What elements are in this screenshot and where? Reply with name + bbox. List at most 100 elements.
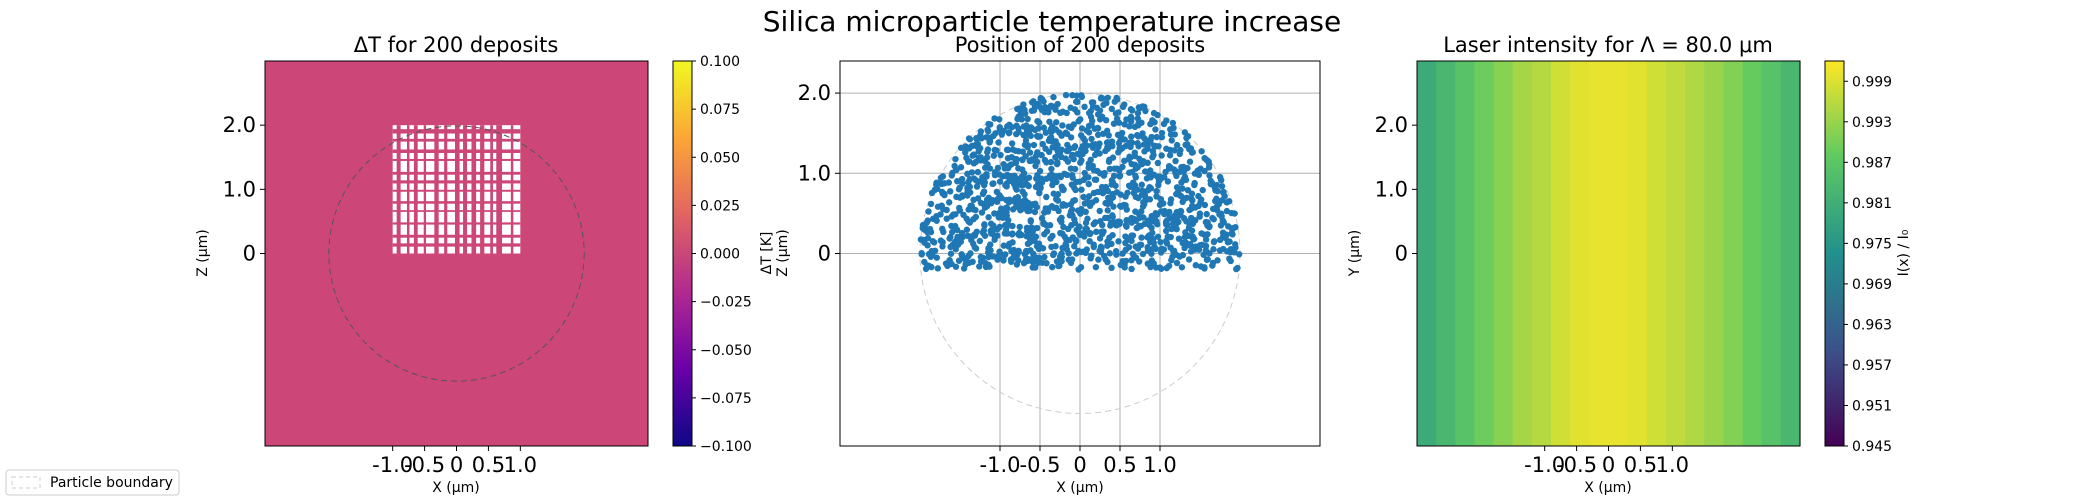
scatter-point	[1104, 242, 1111, 249]
scatter-point	[1108, 105, 1115, 113]
scatter-point	[1096, 235, 1104, 242]
scatter-point	[921, 239, 928, 246]
scatter-point	[1024, 207, 1031, 215]
scatter-point	[1015, 257, 1022, 264]
scatter-point	[965, 158, 972, 165]
scatter-point	[1169, 220, 1177, 227]
legend-swatch	[11, 476, 41, 489]
scatter-point	[1052, 154, 1059, 161]
scatter-point	[1167, 126, 1174, 133]
scatter-point	[998, 130, 1005, 137]
scatter-point	[1062, 129, 1069, 136]
scatter-point	[1135, 143, 1142, 150]
deposit-grid-column	[434, 125, 439, 254]
scatter-point	[1015, 125, 1022, 132]
scatter-point	[1008, 258, 1015, 265]
colorbar-tick-label: 0.075	[700, 102, 740, 118]
scatter-point	[1131, 188, 1138, 195]
scatter-point	[1152, 126, 1159, 133]
scatter-point	[973, 177, 980, 184]
scatter-point	[1150, 262, 1157, 269]
scatter-point	[1147, 174, 1154, 181]
scatter-point	[1132, 174, 1140, 181]
scatter-point	[1059, 122, 1066, 129]
scatter-point	[1089, 199, 1096, 206]
scatter-point	[1156, 177, 1163, 184]
scatter-point	[1005, 199, 1013, 206]
scatter-point	[1196, 213, 1203, 220]
scatter-point	[952, 211, 959, 218]
scatter-point	[1034, 150, 1041, 157]
scatter-point	[1047, 235, 1054, 242]
scatter-point	[1015, 204, 1022, 211]
intensity-column	[1570, 61, 1590, 446]
scatter-point	[1081, 103, 1088, 111]
scatter-point	[992, 130, 999, 137]
scatter-point	[1185, 224, 1193, 232]
scatter-point	[1070, 184, 1078, 191]
scatter-point	[1008, 140, 1016, 147]
scatter-point	[1195, 192, 1202, 200]
scatter-point	[1231, 210, 1238, 217]
deposit-grid-column	[454, 125, 460, 254]
scatter-point	[1035, 125, 1042, 132]
scatter-point	[1024, 255, 1032, 263]
scatter-point	[1038, 179, 1046, 186]
scatter-point	[1236, 251, 1243, 258]
scatter-point	[1012, 174, 1020, 182]
x-tick-label: -1.0	[372, 453, 413, 477]
scatter-point	[1016, 229, 1023, 237]
y-tick-label: 2.0	[798, 81, 831, 105]
scatter-point	[1189, 244, 1196, 251]
scatter-point	[921, 258, 928, 266]
scatter-point	[1198, 230, 1205, 237]
scatter-point	[1066, 236, 1073, 244]
scatter-point	[1206, 172, 1213, 179]
scatter-point	[1110, 120, 1118, 127]
scatter-point	[1186, 158, 1194, 165]
y-tick-label: 1.0	[223, 177, 256, 201]
scatter-point	[1031, 225, 1038, 232]
scatter-point	[1030, 141, 1038, 149]
scatter-point	[927, 200, 935, 208]
scatter-point	[1003, 183, 1010, 190]
scatter-point	[1068, 222, 1075, 229]
scatter-point	[1140, 199, 1147, 206]
scatter-point	[1082, 219, 1090, 227]
scatter-point	[1006, 129, 1013, 136]
deposit-grid-row	[392, 243, 521, 247]
intensity-column	[1493, 61, 1514, 446]
scatter-point	[980, 188, 988, 195]
scatter-point	[981, 222, 988, 229]
panel-intensity-ylabel: Y (μm)	[1347, 230, 1363, 277]
scatter-point	[978, 209, 986, 216]
scatter-point	[1173, 259, 1181, 267]
scatter-point	[994, 164, 1002, 172]
scatter-point	[1057, 229, 1064, 237]
colorbar-tick-label: 0.025	[700, 198, 740, 214]
scatter-point	[1120, 201, 1128, 209]
scatter-point	[980, 227, 988, 234]
colorbar-tick-label: −0.075	[700, 391, 752, 407]
colorbar-tick-label: 0.963	[1852, 317, 1892, 333]
scatter-point	[983, 202, 991, 210]
scatter-point	[1223, 207, 1231, 215]
scatter-point	[966, 145, 973, 152]
scatter-point	[1115, 238, 1122, 245]
scatter-point	[1180, 168, 1187, 175]
scatter-point	[1103, 99, 1110, 107]
scatter-point	[1073, 178, 1080, 186]
scatter-point	[976, 237, 984, 245]
scatter-point	[1040, 124, 1048, 131]
scatter-point	[1201, 201, 1209, 209]
deposit-grid-column	[406, 125, 410, 254]
scatter-point	[1153, 193, 1160, 200]
scatter-point	[1210, 246, 1217, 253]
colorbar-tick-label: 0.975	[1852, 236, 1892, 252]
scatter-point	[1147, 217, 1154, 224]
scatter-point	[1127, 113, 1135, 121]
scatter-point	[991, 236, 998, 243]
scatter-point	[1077, 151, 1084, 159]
scatter-point	[1093, 228, 1100, 236]
scatter-point	[1038, 106, 1046, 114]
